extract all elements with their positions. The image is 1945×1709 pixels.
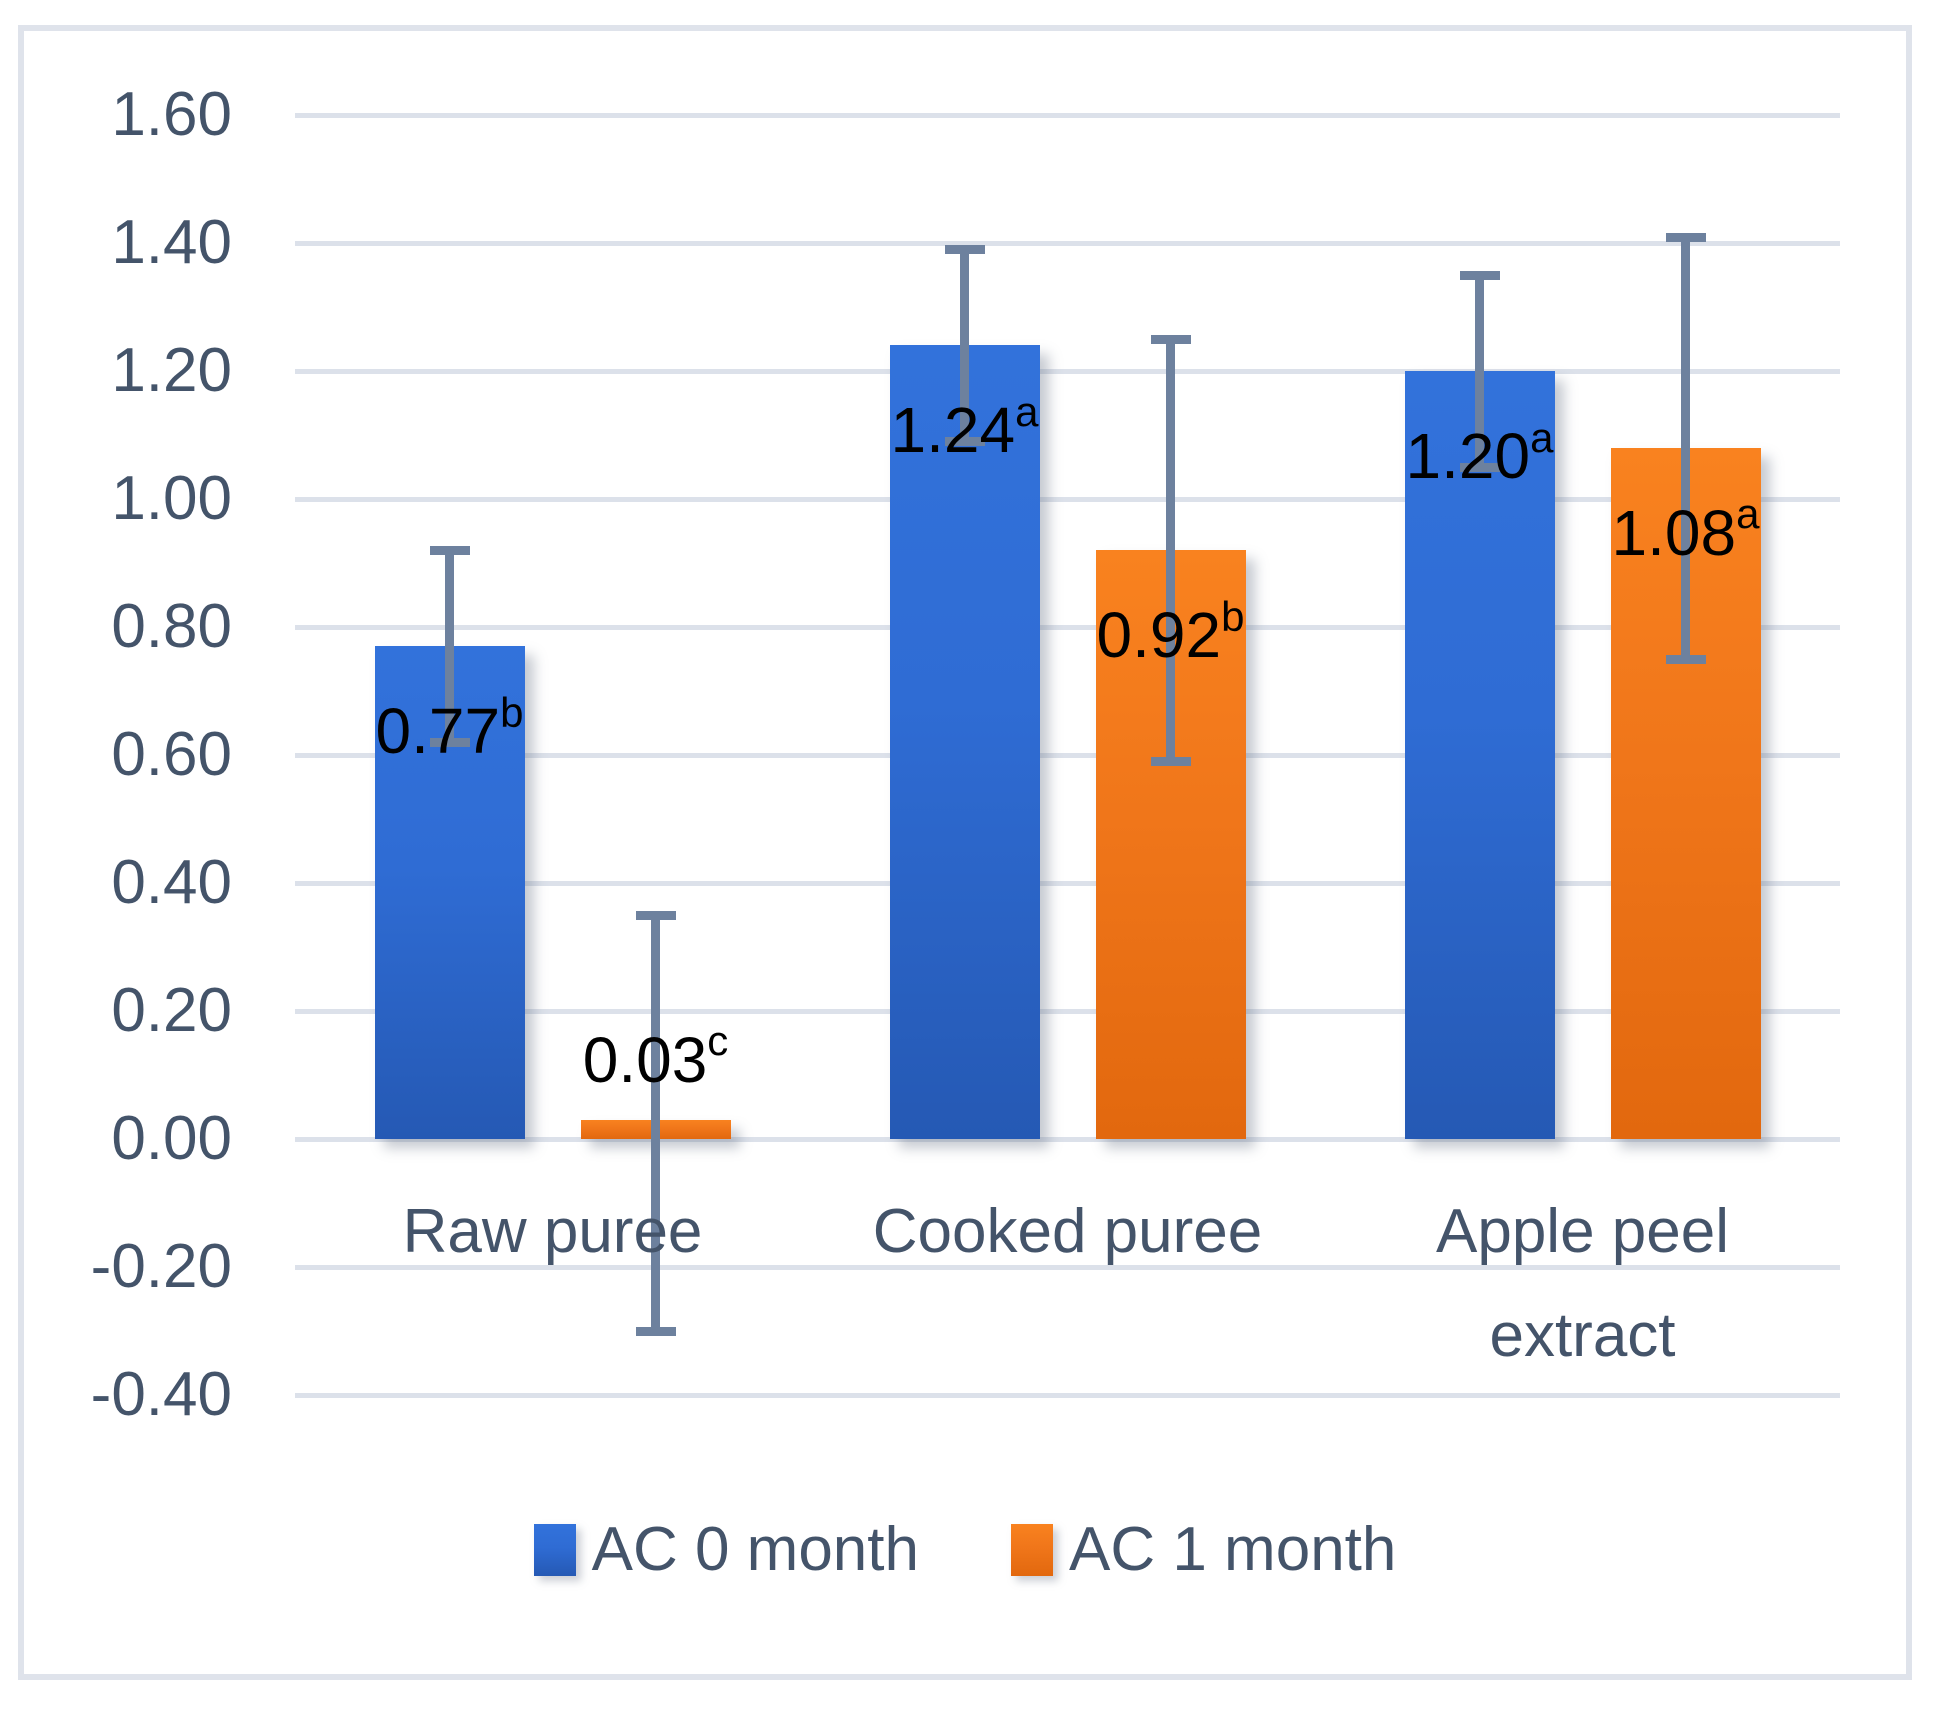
bar bbox=[889, 345, 1040, 1139]
y-axis-tick-label: -0.40 bbox=[90, 1360, 232, 1429]
value-label: 1.20a bbox=[1405, 413, 1554, 492]
bar bbox=[1404, 371, 1555, 1139]
y-axis-tick-label: 0.20 bbox=[111, 976, 232, 1045]
gridline bbox=[295, 1265, 1840, 1270]
legend-item-ac-1-month: AC 1 month bbox=[1011, 1518, 1396, 1582]
y-axis-tick-label: 1.60 bbox=[111, 80, 232, 149]
category-label: Raw puree bbox=[402, 1197, 703, 1266]
value-label: 1.08a bbox=[1611, 490, 1760, 569]
error-bar-bottom-cap bbox=[1150, 757, 1191, 767]
legend-swatch-blue bbox=[533, 1524, 576, 1576]
gridline bbox=[295, 497, 1840, 502]
legend-label: AC 1 month bbox=[1069, 1515, 1397, 1584]
gridline bbox=[295, 1137, 1840, 1142]
error-bar-bottom-cap bbox=[429, 738, 470, 748]
legend-label: AC 0 month bbox=[591, 1515, 919, 1584]
y-axis-tick-label: 1.00 bbox=[111, 464, 232, 533]
error-bar-bottom-cap bbox=[635, 1327, 676, 1336]
gridline bbox=[295, 625, 1840, 630]
error-bar-top-cap bbox=[1459, 271, 1500, 280]
gridline bbox=[295, 241, 1840, 246]
error-bar bbox=[1475, 275, 1484, 467]
y-axis-tick-label: 1.20 bbox=[111, 336, 232, 405]
error-bar bbox=[960, 249, 969, 442]
error-bar-top-cap bbox=[635, 911, 676, 920]
error-bar-bottom-cap bbox=[944, 437, 985, 447]
gridline bbox=[295, 881, 1840, 886]
error-bar bbox=[651, 915, 660, 1331]
value-label: 0.77b bbox=[375, 688, 524, 768]
error-bar-top-cap bbox=[429, 546, 470, 556]
error-bar-bottom-cap bbox=[1665, 655, 1706, 664]
y-axis-tick-label: 0.80 bbox=[111, 592, 232, 661]
legend-swatch-orange bbox=[1011, 1524, 1053, 1576]
error-bar bbox=[1681, 236, 1690, 659]
error-bar-top-cap bbox=[1150, 335, 1191, 344]
category-label: Cooked puree bbox=[872, 1197, 1263, 1266]
value-label: 1.24a bbox=[890, 388, 1039, 467]
error-bar-top-cap bbox=[944, 245, 985, 255]
gridline bbox=[295, 113, 1840, 118]
value-label: 0.03c bbox=[582, 1017, 729, 1096]
gridline bbox=[295, 1393, 1840, 1398]
error-bar bbox=[445, 550, 454, 743]
y-axis-tick-label: 1.40 bbox=[111, 208, 232, 277]
gridline bbox=[295, 753, 1840, 758]
y-axis-tick-label: 0.60 bbox=[111, 720, 232, 789]
y-axis-tick-label: -0.20 bbox=[90, 1232, 232, 1301]
error-bar-top-cap bbox=[1665, 232, 1706, 242]
gridline bbox=[295, 369, 1840, 374]
legend: AC 0 month AC 1 month bbox=[18, 1518, 1912, 1582]
category-label: Apple peel extract bbox=[1435, 1197, 1730, 1370]
value-label: 0.92b bbox=[1096, 592, 1245, 672]
gridline bbox=[295, 1009, 1840, 1014]
error-bar-bottom-cap bbox=[1459, 463, 1500, 472]
y-axis-tick-label: 0.00 bbox=[111, 1104, 232, 1173]
error-bar bbox=[1166, 339, 1175, 762]
legend-item-ac-0-month: AC 0 month bbox=[533, 1515, 919, 1584]
y-axis-tick-label: 0.40 bbox=[111, 848, 232, 917]
